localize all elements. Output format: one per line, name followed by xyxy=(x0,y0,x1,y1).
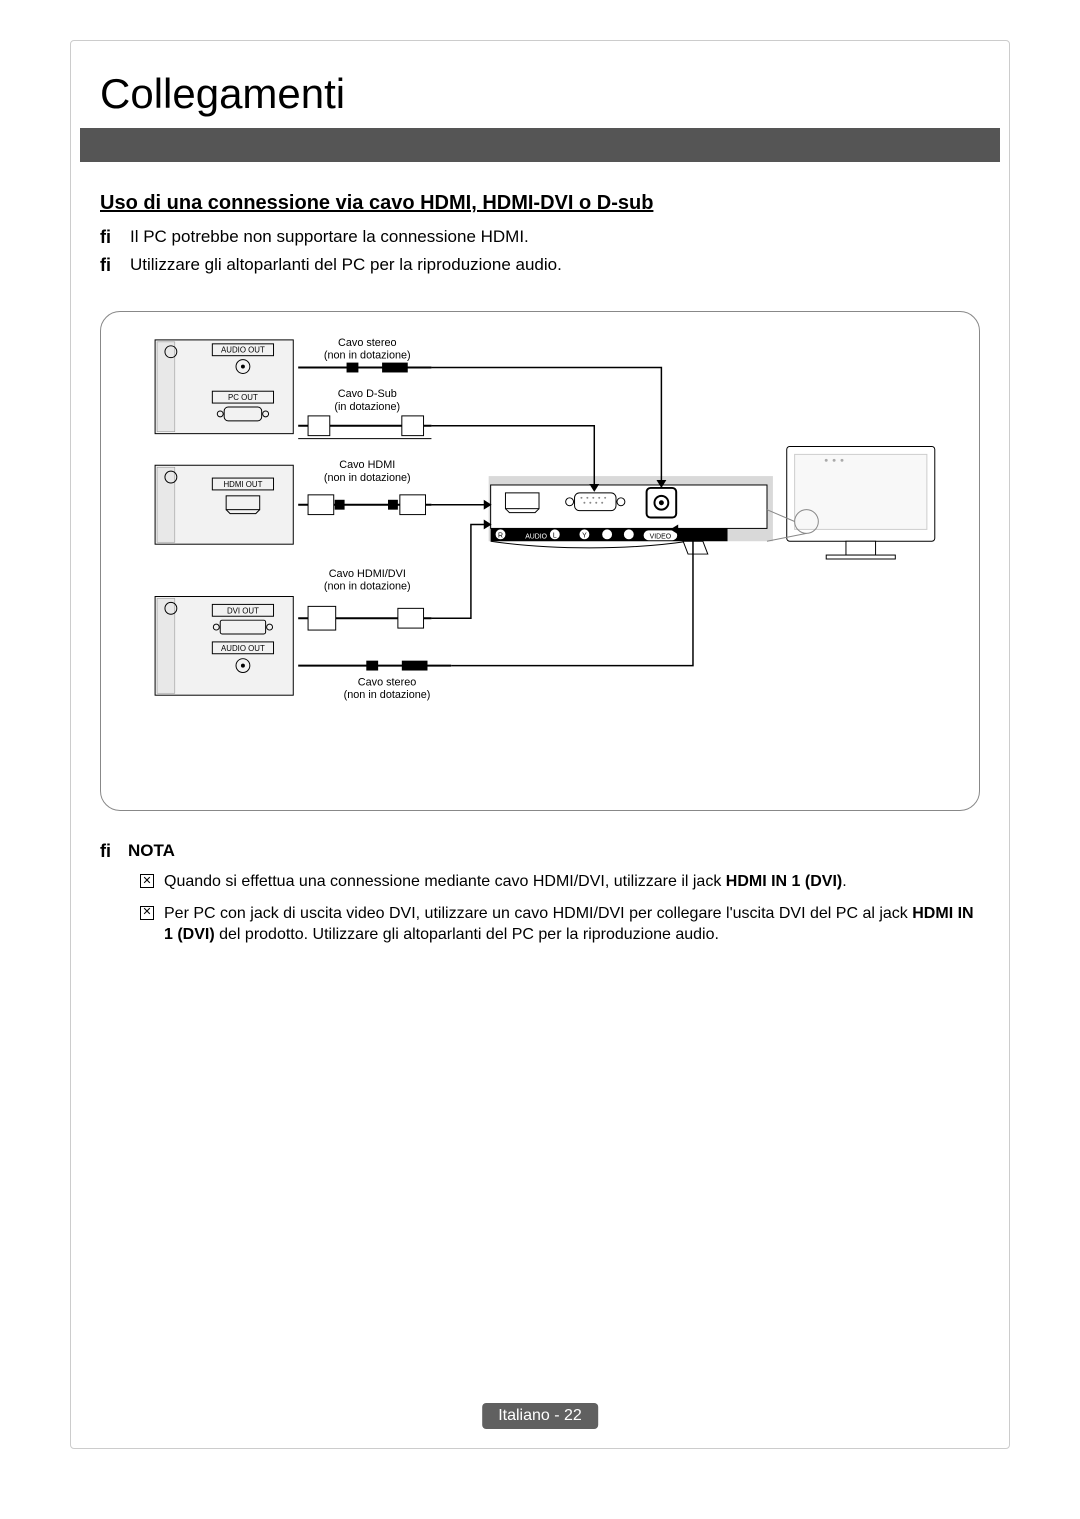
svg-text:R: R xyxy=(498,532,503,539)
label-cavo-stereo-bottom: Cavo stereo xyxy=(358,676,416,688)
source-box-3: DVI OUT AUDIO OUT xyxy=(155,597,293,696)
label-cavo-hdmi-dvi: Cavo HDMI/DVI xyxy=(329,568,406,580)
bullet-item: ﬁ Il PC potrebbe non supportare la conne… xyxy=(100,227,980,247)
port-label-hdmi-out: HDMI OUT xyxy=(223,480,262,489)
note-item: Per PC con jack di uscita video DVI, uti… xyxy=(140,903,980,946)
connection-diagram: AUDIO OUT PC OUT HDMI OUT xyxy=(100,311,980,811)
bullet-text: Il PC potrebbe non supportare la conness… xyxy=(130,227,529,247)
source-box-1: AUDIO OUT PC OUT xyxy=(155,340,293,434)
svg-text:AUDIO: AUDIO xyxy=(525,533,547,540)
page-number: Italiano - 22 xyxy=(482,1403,598,1429)
source-box-2: HDMI OUT xyxy=(155,465,293,544)
note-text: Per PC con jack di uscita video DVI, uti… xyxy=(164,903,980,946)
note-item: Quando si effettua una connessione media… xyxy=(140,871,980,893)
notes-section: ﬁ NOTA Quando si effettua una connession… xyxy=(100,841,980,946)
label-non-dotazione-4: (non in dotazione) xyxy=(344,689,431,701)
bullet-text: Utilizzare gli altoparlanti del PC per l… xyxy=(130,255,562,275)
chapter-title: Collegamenti xyxy=(100,70,990,118)
port-label-pc-out: PC OUT xyxy=(228,393,258,402)
svg-text:VIDEO: VIDEO xyxy=(650,533,672,540)
info-icon: ﬁ xyxy=(100,255,120,275)
tv-rear-panel: R AUDIO L Y VIDEO xyxy=(489,476,773,554)
port-label-audio-out: AUDIO OUT xyxy=(221,346,265,355)
bullet-item: ﬁ Utilizzare gli altoparlanti del PC per… xyxy=(100,255,980,275)
note-text: Quando si effettua una connessione media… xyxy=(164,871,847,893)
label-cavo-hdmi: Cavo HDMI xyxy=(339,459,395,471)
tv-front xyxy=(767,446,935,559)
label-non-dotazione-2: (non in dotazione) xyxy=(324,472,411,484)
svg-text:L: L xyxy=(553,532,557,539)
x-icon xyxy=(140,906,154,920)
info-icon: ﬁ xyxy=(100,227,120,247)
note-label-text: NOTA xyxy=(128,841,175,861)
info-icon: ﬁ xyxy=(100,841,120,861)
x-icon xyxy=(140,874,154,888)
diagram-svg: AUDIO OUT PC OUT HDMI OUT xyxy=(129,332,951,786)
label-non-dotazione-1: (non in dotazione) xyxy=(324,350,411,362)
label-cavo-stereo-top: Cavo stereo xyxy=(338,337,396,349)
label-cavo-dsub: Cavo D-Sub xyxy=(338,388,397,400)
label-non-dotazione-3: (non in dotazione) xyxy=(324,581,411,593)
label-in-dotazione: (in dotazione) xyxy=(334,401,400,413)
port-label-audio-out-2: AUDIO OUT xyxy=(221,644,265,653)
section-bar xyxy=(80,128,1000,162)
note-label: ﬁ NOTA xyxy=(100,841,980,861)
section-heading: Uso di una connessione via cavo HDMI, HD… xyxy=(100,192,980,215)
content-area: Uso di una connessione via cavo HDMI, HD… xyxy=(90,192,990,946)
port-label-dvi-out: DVI OUT xyxy=(227,606,259,615)
svg-text:Y: Y xyxy=(582,532,587,539)
